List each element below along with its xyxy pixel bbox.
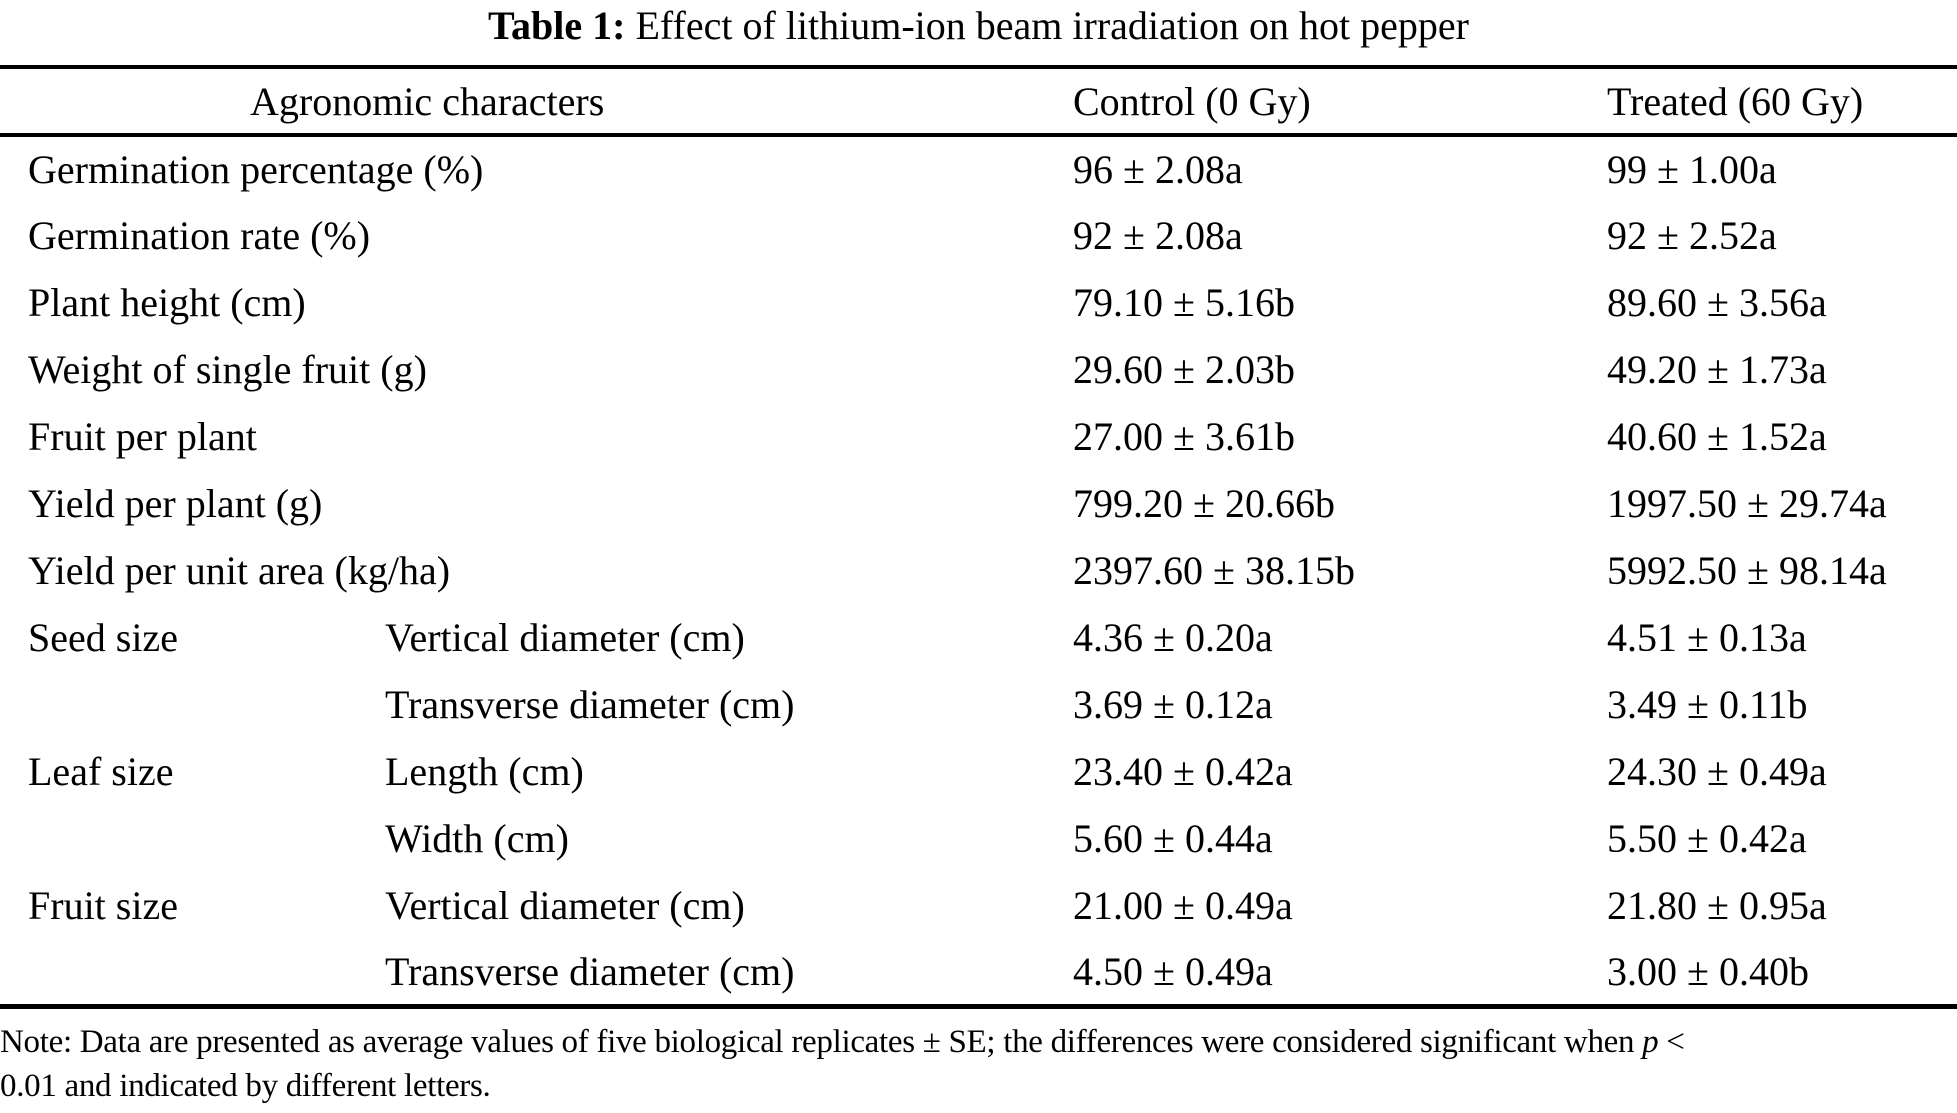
column-header-treated: Treated (60 Gy) <box>1607 78 1864 124</box>
row-treated-value: 4.51 ± 0.13a <box>1607 615 1807 660</box>
note-text-after-p: < <box>1658 1024 1685 1060</box>
row-control-value: 5.60 ± 0.44a <box>1073 816 1273 861</box>
row-character-label: Fruit per plant <box>28 414 257 459</box>
table-row: Fruit size Vertical diameter (cm) 21.00 ± … <box>0 872 1957 939</box>
row-control-value: 4.50 ± 0.49a <box>1073 948 1273 994</box>
row-treated-value: 40.60 ± 1.52a <box>1607 414 1827 459</box>
table-header-row: Agronomic characters Control (0 Gy) Trea… <box>0 67 1957 135</box>
note-line-1: Note: Data are presented as average valu… <box>0 1020 1957 1064</box>
row-character-label: Germination percentage (%) <box>28 147 484 192</box>
row-control-value: 29.60 ± 2.03b <box>1073 347 1295 392</box>
row-treated-value: 89.60 ± 3.56a <box>1607 280 1827 325</box>
row-sub-character-label: Transverse diameter (cm) <box>385 682 795 727</box>
column-header-control: Control (0 Gy) <box>1073 78 1311 124</box>
row-sub-character-label: Vertical diameter (cm) <box>385 615 745 660</box>
table-row: Seed size Vertical diameter (cm) 4.36 ± 0.… <box>0 604 1957 671</box>
table-note: Note: Data are presented as average valu… <box>0 1020 1957 1108</box>
row-treated-value: 1997.50 ± 29.74a <box>1607 481 1887 526</box>
row-sub-character-label: Length (cm) <box>385 749 584 794</box>
table-row: Fruit per plant 27.00 ± 3.61b 40.60 ± 1.52… <box>0 403 1957 470</box>
row-treated-value: 3.00 ± 0.40b <box>1607 948 1809 994</box>
table-caption-label: Table 1: <box>488 3 626 48</box>
row-control-value: 23.40 ± 0.42a <box>1073 749 1293 794</box>
row-control-value: 79.10 ± 5.16b <box>1073 280 1295 325</box>
row-treated-value: 5992.50 ± 98.14a <box>1607 548 1887 593</box>
row-character-label: Yield per plant (g) <box>28 481 323 526</box>
row-character-label: Germination rate (%) <box>28 213 371 258</box>
row-group-label <box>0 805 385 872</box>
table-row: Leaf size Length (cm) 23.40 ± 0.42a 24.30 ±… <box>0 738 1957 805</box>
table-caption: Table 1: Effect of lithium-ion beam irra… <box>0 0 1957 52</box>
table-row: Yield per unit area (kg/ha) 2397.60 ± 38.… <box>0 537 1957 604</box>
row-control-value: 4.36 ± 0.20a <box>1073 615 1273 660</box>
table-row: Germination percentage (%) 96 ± 2.08a 99 ±… <box>0 135 1957 202</box>
row-control-value: 2397.60 ± 38.15b <box>1073 548 1355 593</box>
table-row: Yield per plant (g) 799.20 ± 20.66b 1997.5… <box>0 470 1957 537</box>
row-sub-character-label: Transverse diameter (cm) <box>385 948 795 994</box>
table-body: Germination percentage (%) 96 ± 2.08a 99 ±… <box>0 135 1957 1006</box>
row-group-label: Leaf size <box>28 749 174 794</box>
row-group-label: Seed size <box>28 615 178 660</box>
table-row: Plant height (cm) 79.10 ± 5.16b 89.60 ± 3.… <box>0 269 1957 336</box>
row-control-value: 21.00 ± 0.49a <box>1073 883 1293 928</box>
row-treated-value: 3.49 ± 0.11b <box>1607 682 1808 727</box>
column-header-agronomic-characters: Agronomic characters <box>250 78 605 124</box>
row-treated-value: 5.50 ± 0.42a <box>1607 816 1807 861</box>
row-group-label <box>0 939 385 1006</box>
row-treated-value: 21.80 ± 0.95a <box>1607 883 1827 928</box>
note-p-symbol: p <box>1642 1024 1659 1060</box>
row-group-label <box>0 671 385 738</box>
row-character-label: Plant height (cm) <box>28 280 306 325</box>
row-control-value: 96 ± 2.08a <box>1073 147 1243 192</box>
row-treated-value: 99 ± 1.00a <box>1607 147 1777 192</box>
table-row: Germination rate (%) 92 ± 2.08a 92 ± 2.52a <box>0 202 1957 269</box>
row-character-label: Yield per unit area (kg/ha) <box>28 548 451 593</box>
table-row: Width (cm) 5.60 ± 0.44a 5.50 ± 0.42a <box>0 805 1957 872</box>
row-sub-character-label: Vertical diameter (cm) <box>385 883 745 928</box>
table-row: Transverse diameter (cm) 4.50 ± 0.49a 3.00… <box>0 939 1957 1006</box>
row-treated-value: 24.30 ± 0.49a <box>1607 749 1827 794</box>
table-row: Transverse diameter (cm) 3.69 ± 0.12a 3.49… <box>0 671 1957 738</box>
row-treated-value: 92 ± 2.52a <box>1607 213 1777 258</box>
table-caption-text: Effect of lithium-ion beam irradiation o… <box>625 3 1469 48</box>
data-table: Agronomic characters Control (0 Gy) Trea… <box>0 65 1957 1009</box>
note-line-2: 0.01 and indicated by different letters. <box>0 1068 491 1104</box>
row-control-value: 92 ± 2.08a <box>1073 213 1243 258</box>
row-control-value: 799.20 ± 20.66b <box>1073 481 1335 526</box>
row-character-label: Weight of single fruit (g) <box>28 347 427 392</box>
row-sub-character-label: Width (cm) <box>385 816 569 861</box>
row-treated-value: 49.20 ± 1.73a <box>1607 347 1827 392</box>
table-row: Weight of single fruit (g) 29.60 ± 2.03b 4… <box>0 336 1957 403</box>
note-text-before-p: Note: Data are presented as average valu… <box>0 1024 1643 1060</box>
row-control-value: 3.69 ± 0.12a <box>1073 682 1273 727</box>
row-control-value: 27.00 ± 3.61b <box>1073 414 1295 459</box>
row-group-label: Fruit size <box>28 883 178 928</box>
